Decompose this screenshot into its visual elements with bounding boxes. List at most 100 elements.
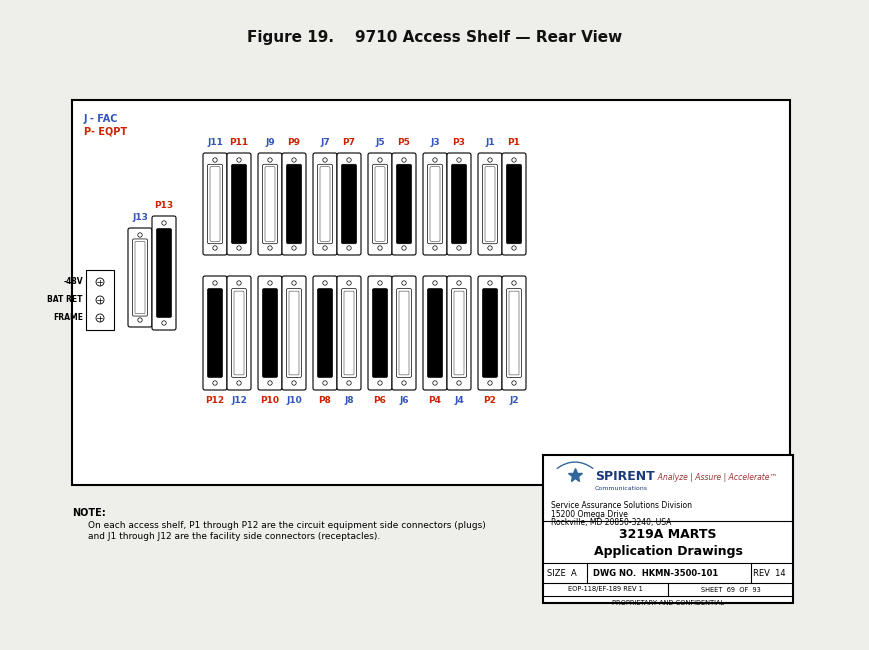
Text: J13: J13 xyxy=(132,213,148,222)
FancyBboxPatch shape xyxy=(282,153,306,255)
Text: P8: P8 xyxy=(318,396,331,405)
FancyBboxPatch shape xyxy=(396,164,411,244)
FancyBboxPatch shape xyxy=(282,276,306,390)
FancyBboxPatch shape xyxy=(392,276,415,390)
FancyBboxPatch shape xyxy=(132,239,148,316)
FancyBboxPatch shape xyxy=(202,276,227,390)
FancyBboxPatch shape xyxy=(265,167,275,241)
FancyBboxPatch shape xyxy=(482,289,497,378)
FancyBboxPatch shape xyxy=(286,289,302,378)
Circle shape xyxy=(236,158,241,162)
FancyBboxPatch shape xyxy=(451,289,466,378)
Text: SIZE  A: SIZE A xyxy=(547,569,576,577)
Bar xyxy=(542,455,792,603)
Circle shape xyxy=(268,246,272,250)
Text: P- EQPT: P- EQPT xyxy=(84,126,127,136)
Circle shape xyxy=(401,281,406,285)
FancyBboxPatch shape xyxy=(262,289,277,378)
Text: J7: J7 xyxy=(320,138,329,147)
Circle shape xyxy=(291,281,295,285)
Text: Application Drawings: Application Drawings xyxy=(593,545,741,558)
Circle shape xyxy=(456,381,461,385)
Circle shape xyxy=(401,246,406,250)
Circle shape xyxy=(162,221,166,225)
Circle shape xyxy=(432,381,437,385)
Text: 15200 Omega Drive: 15200 Omega Drive xyxy=(550,510,627,519)
FancyBboxPatch shape xyxy=(317,164,332,244)
Text: Analyze | Assure | Accelerate™: Analyze | Assure | Accelerate™ xyxy=(653,473,776,482)
FancyBboxPatch shape xyxy=(342,164,356,244)
Text: Communications: Communications xyxy=(594,486,647,491)
FancyBboxPatch shape xyxy=(227,153,251,255)
FancyBboxPatch shape xyxy=(313,153,336,255)
Circle shape xyxy=(291,158,295,162)
Text: P12: P12 xyxy=(205,396,224,405)
Circle shape xyxy=(432,246,437,250)
Circle shape xyxy=(488,381,492,385)
Circle shape xyxy=(322,381,327,385)
FancyBboxPatch shape xyxy=(289,291,299,375)
Circle shape xyxy=(377,158,381,162)
Circle shape xyxy=(291,246,295,250)
Text: J4: J4 xyxy=(454,396,463,405)
Text: J2: J2 xyxy=(508,396,518,405)
FancyBboxPatch shape xyxy=(286,164,302,244)
Bar xyxy=(72,100,789,485)
Circle shape xyxy=(213,246,217,250)
FancyBboxPatch shape xyxy=(152,216,176,330)
Circle shape xyxy=(347,281,351,285)
FancyBboxPatch shape xyxy=(372,289,387,378)
Text: P13: P13 xyxy=(155,201,173,210)
Circle shape xyxy=(347,158,351,162)
Text: P3: P3 xyxy=(452,138,465,147)
FancyBboxPatch shape xyxy=(368,276,392,390)
Circle shape xyxy=(236,281,241,285)
FancyBboxPatch shape xyxy=(258,153,282,255)
FancyBboxPatch shape xyxy=(422,276,447,390)
Circle shape xyxy=(432,281,437,285)
FancyBboxPatch shape xyxy=(313,276,336,390)
Text: Service Assurance Solutions Division: Service Assurance Solutions Division xyxy=(550,501,691,510)
FancyBboxPatch shape xyxy=(262,164,277,244)
FancyBboxPatch shape xyxy=(135,241,145,313)
Text: 3219A MARTS: 3219A MARTS xyxy=(619,528,716,541)
FancyBboxPatch shape xyxy=(477,276,501,390)
FancyBboxPatch shape xyxy=(128,228,152,327)
FancyBboxPatch shape xyxy=(422,153,447,255)
FancyBboxPatch shape xyxy=(317,289,332,378)
Circle shape xyxy=(432,158,437,162)
FancyBboxPatch shape xyxy=(343,291,354,375)
FancyBboxPatch shape xyxy=(447,276,470,390)
Text: PROPRIETARY AND CONFIDENTIAL: PROPRIETARY AND CONFIDENTIAL xyxy=(611,600,723,606)
FancyBboxPatch shape xyxy=(156,229,171,317)
FancyBboxPatch shape xyxy=(208,164,222,244)
FancyBboxPatch shape xyxy=(336,153,361,255)
FancyBboxPatch shape xyxy=(320,167,329,241)
Text: SHEET  69  OF  93: SHEET 69 OF 93 xyxy=(700,586,760,593)
FancyBboxPatch shape xyxy=(501,276,526,390)
Circle shape xyxy=(213,381,217,385)
Text: P10: P10 xyxy=(260,396,279,405)
Text: P9: P9 xyxy=(287,138,300,147)
Circle shape xyxy=(96,296,104,304)
FancyBboxPatch shape xyxy=(209,167,220,241)
Circle shape xyxy=(96,314,104,322)
Text: P4: P4 xyxy=(428,396,441,405)
Circle shape xyxy=(456,281,461,285)
Text: J6: J6 xyxy=(399,396,408,405)
FancyBboxPatch shape xyxy=(427,289,442,378)
Circle shape xyxy=(511,281,515,285)
Circle shape xyxy=(322,281,327,285)
FancyBboxPatch shape xyxy=(506,164,521,244)
FancyBboxPatch shape xyxy=(399,291,408,375)
FancyBboxPatch shape xyxy=(396,289,411,378)
FancyBboxPatch shape xyxy=(258,276,282,390)
FancyBboxPatch shape xyxy=(482,164,497,244)
Circle shape xyxy=(511,381,515,385)
Circle shape xyxy=(291,381,295,385)
Text: SPIRENT: SPIRENT xyxy=(594,471,654,484)
Text: J9: J9 xyxy=(265,138,275,147)
Text: and J1 through J12 are the facility side connectors (receptacles).: and J1 through J12 are the facility side… xyxy=(88,532,380,541)
Text: REV  14: REV 14 xyxy=(753,569,785,577)
Circle shape xyxy=(377,281,381,285)
